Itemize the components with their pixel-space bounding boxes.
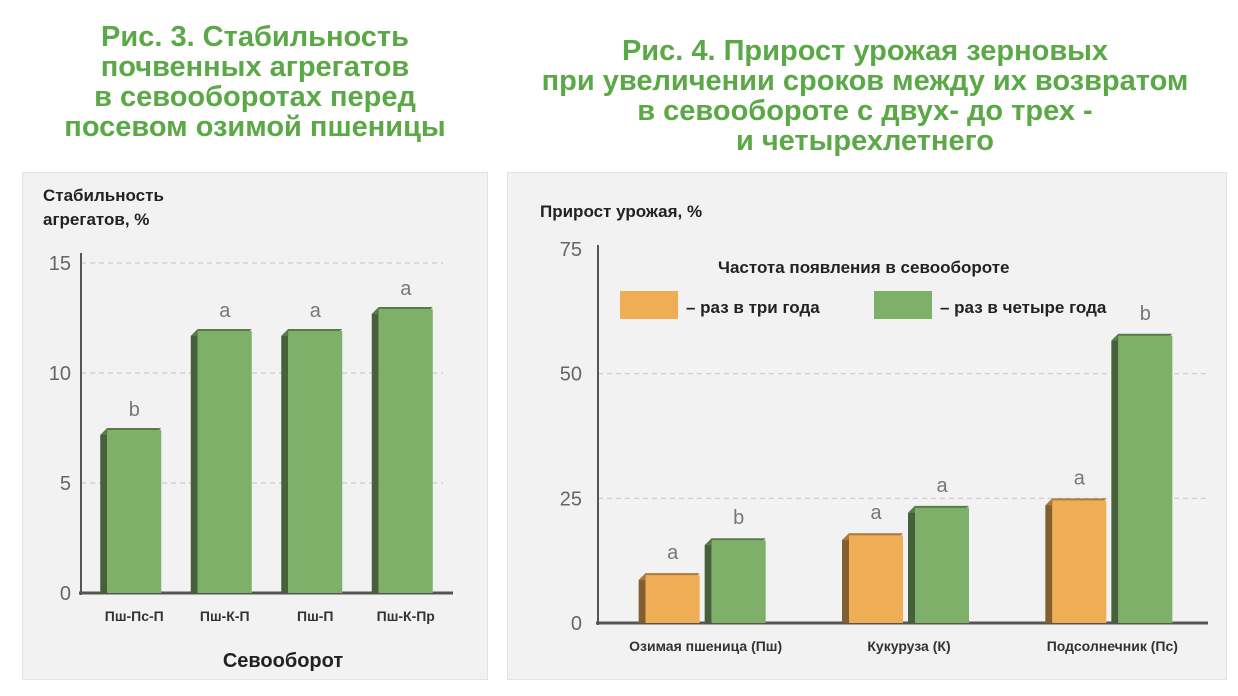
chart1-bar [107,430,162,593]
chart2-bar-side [1111,333,1119,623]
chart1-ylabel-line: агрегатов, % [43,210,149,229]
chart1-ytick-label: 5 [60,473,71,495]
chart1-xlabel: Севооборот [223,650,344,672]
chart2-title-line: Рис. 4. Прирост урожая зерновых [621,35,1109,67]
chart1-bar-side [281,329,289,593]
chart2-bar [1118,335,1173,623]
chart2-ytick-label: 75 [560,239,582,261]
chart1-category-label: Пш-Пс-П [105,608,164,624]
chart1-ylabel-line: Стабильность [43,186,164,205]
chart1-bar [378,309,433,593]
chart2-bar [915,507,969,623]
chart2-data-label: a [870,502,882,524]
chart2-category-label: Озимая пшеница (Пш) [629,638,782,654]
chart2-bar-side [1045,498,1053,623]
chart2-bar-side [704,538,712,623]
chart2-bar [1052,500,1107,623]
chart1-category-label: Пш-П [297,608,333,624]
chart1-title: Рис. 3. Стабильность почвенных агрегатов… [20,22,490,142]
chart2-ytick-label: 25 [560,488,582,510]
legend-label-four-years: – раз в четыре года [940,298,1107,317]
chart1-bar-side [100,428,108,593]
chart2-bar [849,535,903,623]
chart2-data-label: b [733,507,744,529]
chart2-category-label: Кукуруза (К) [867,638,950,654]
chart2-title-line: и четырехлетнего [735,125,995,157]
chart1-ytick-label: 0 [60,583,71,605]
chart1-data-label: b [129,399,140,421]
chart2-title: Рис. 4. Прирост урожая зерновых при увел… [495,36,1235,156]
chart1-bar [197,331,252,593]
chart2-ylabel: Прирост урожая, % [540,202,702,221]
chart1-bar-side [371,307,379,593]
chart1-bar [288,331,343,593]
chart1-category-label: Пш-К-П [200,608,250,624]
chart1-bar-side [190,329,198,593]
chart1-panel: Стабильность агрегатов, % Севооборот 0 5 1… [22,172,488,680]
chart1-title-line: посевом озимой пшеницы [64,111,446,143]
chart2-ytick-label: 50 [560,364,582,386]
chart2-bar [645,575,700,623]
chart1-title-line: Рис. 3. Стабильность [101,21,409,53]
chart2-data-label: b [1140,303,1151,325]
chart2-data-label: a [667,542,679,564]
chart2-category-label: Подсолнечник (Пс) [1047,638,1178,654]
chart1-svg: Стабильность агрегатов, % Севооборот 0 5 1… [43,186,453,672]
chart1-category-label: Пш-К-Пр [377,608,435,624]
chart2-bar-side [842,533,849,623]
chart2-data-label: a [1074,467,1086,489]
chart1-ytick-label: 15 [49,253,71,275]
legend-label-three-years: – раз в три года [686,298,820,317]
chart2-title-line: в севообороте с двух- до трех - [637,95,1093,127]
chart1-title-line: в севооборотах перед [94,81,416,113]
chart2-bar [711,540,766,623]
chart2-panel: Прирост урожая, % Частота появления в се… [507,172,1227,680]
chart2-ytick-label: 0 [571,613,582,635]
legend-title: Частота появления в севообороте [718,258,1009,277]
chart2-bar-side [908,505,915,623]
legend-swatch-orange [620,291,678,319]
chart1-title-line: почвенных агрегатов [100,51,410,83]
chart1-ytick-label: 10 [49,363,71,385]
chart2-bar-side [638,573,646,623]
chart2-svg: Прирост урожая, % Частота появления в се… [540,202,1208,654]
chart1-data-label: a [310,300,322,322]
chart2-title-line: при увеличении сроков между их возвратом [541,65,1189,97]
chart1-data-label: a [400,278,412,300]
legend-swatch-green [874,291,932,319]
chart2-data-label: a [936,475,948,497]
chart1-data-label: a [219,300,231,322]
